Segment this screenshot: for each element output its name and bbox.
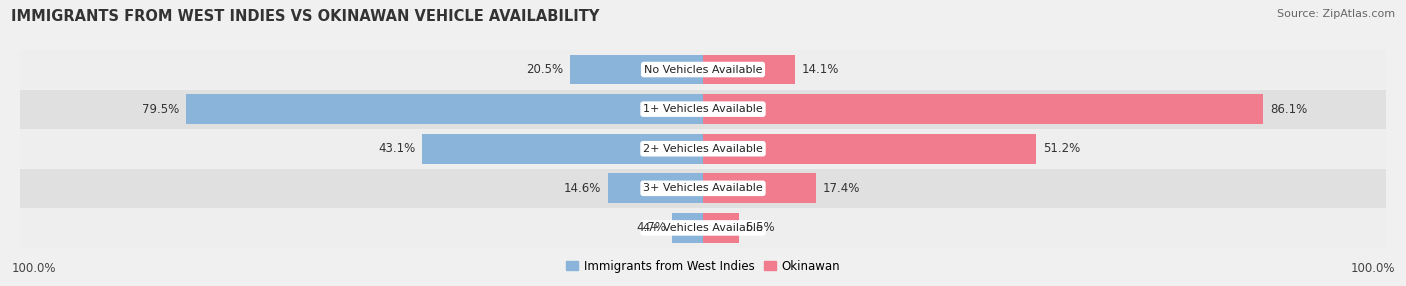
Text: 1+ Vehicles Available: 1+ Vehicles Available bbox=[643, 104, 763, 114]
Text: 43.1%: 43.1% bbox=[378, 142, 416, 155]
Text: 3+ Vehicles Available: 3+ Vehicles Available bbox=[643, 183, 763, 193]
Bar bbox=[703, 213, 738, 243]
Text: 79.5%: 79.5% bbox=[142, 103, 179, 116]
Text: IMMIGRANTS FROM WEST INDIES VS OKINAWAN VEHICLE AVAILABILITY: IMMIGRANTS FROM WEST INDIES VS OKINAWAN … bbox=[11, 9, 599, 23]
Bar bbox=[569, 55, 703, 84]
FancyBboxPatch shape bbox=[20, 129, 1386, 168]
Text: 14.6%: 14.6% bbox=[564, 182, 602, 195]
Bar bbox=[703, 55, 794, 84]
Bar bbox=[607, 174, 703, 203]
Text: 86.1%: 86.1% bbox=[1270, 103, 1308, 116]
Text: 4.7%: 4.7% bbox=[636, 221, 666, 235]
Text: 17.4%: 17.4% bbox=[823, 182, 860, 195]
Text: 4+ Vehicles Available: 4+ Vehicles Available bbox=[643, 223, 763, 233]
FancyBboxPatch shape bbox=[20, 50, 1386, 89]
Text: 20.5%: 20.5% bbox=[526, 63, 562, 76]
Text: 5.5%: 5.5% bbox=[745, 221, 775, 235]
Bar bbox=[422, 134, 703, 164]
Text: 100.0%: 100.0% bbox=[11, 262, 56, 275]
Bar bbox=[703, 94, 1264, 124]
Text: Source: ZipAtlas.com: Source: ZipAtlas.com bbox=[1277, 9, 1395, 19]
Text: 14.1%: 14.1% bbox=[801, 63, 838, 76]
FancyBboxPatch shape bbox=[20, 208, 1386, 247]
Text: 2+ Vehicles Available: 2+ Vehicles Available bbox=[643, 144, 763, 154]
Text: 51.2%: 51.2% bbox=[1043, 142, 1080, 155]
Legend: Immigrants from West Indies, Okinawan: Immigrants from West Indies, Okinawan bbox=[561, 255, 845, 277]
Text: 100.0%: 100.0% bbox=[1350, 262, 1395, 275]
Bar bbox=[186, 94, 703, 124]
Bar bbox=[672, 213, 703, 243]
FancyBboxPatch shape bbox=[20, 169, 1386, 208]
Bar bbox=[703, 134, 1036, 164]
FancyBboxPatch shape bbox=[20, 90, 1386, 129]
Bar bbox=[703, 174, 817, 203]
Text: No Vehicles Available: No Vehicles Available bbox=[644, 65, 762, 75]
